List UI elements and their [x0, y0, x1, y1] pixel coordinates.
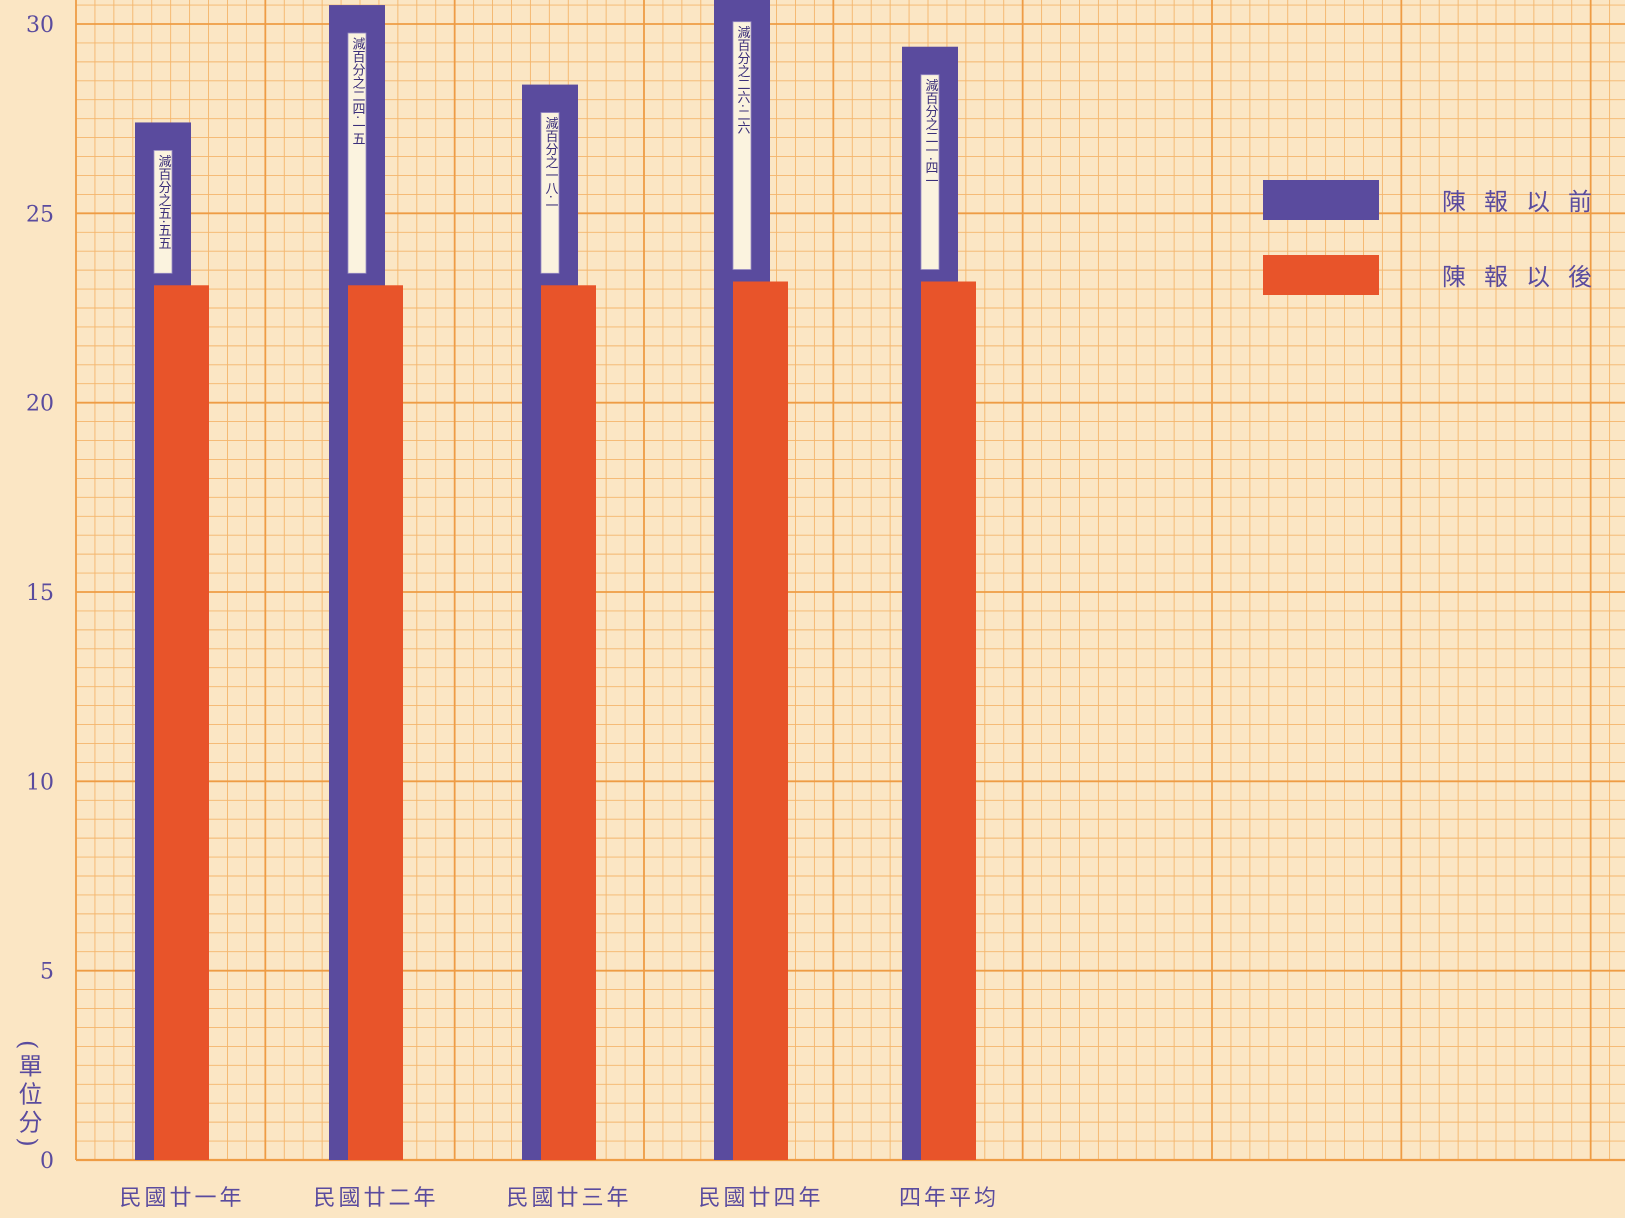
y-tick-label: 15: [26, 581, 54, 606]
y-tick-label: 10: [26, 770, 54, 795]
x-tick-label: 四年平均: [899, 1186, 999, 1211]
bar-after: [921, 281, 976, 1160]
legend-swatch: [1263, 255, 1379, 295]
bar-after: [348, 285, 403, 1160]
bar-annotation: 減百分之二一·四一: [923, 78, 939, 187]
y-tick-label: 0: [40, 1149, 54, 1174]
x-tick-label: 民國廿三年: [506, 1186, 631, 1211]
x-axis-labels: 民國廿一年 民國廿二年 民國廿三年 民國廿四年 四年平均: [119, 1186, 999, 1211]
grid: [75, 0, 1625, 1162]
bar-after: [733, 281, 788, 1160]
bar-annotation: 減百分之二六·二六: [735, 25, 751, 134]
annotation-bg: [540, 112, 560, 274]
legend-swatch: [1263, 180, 1379, 220]
y-axis-label: (單位分): [14, 1040, 42, 1151]
bar-annotation: 減百分之二四·一五: [350, 37, 366, 146]
y-tick-label: 20: [26, 392, 54, 417]
y-axis-ticks: 0 5 10 15 20 25 30: [26, 13, 54, 1174]
legend-label: 陳報以前: [1442, 188, 1610, 216]
y-tick-label: 5: [40, 960, 54, 985]
x-tick-label: 民國廿一年: [119, 1186, 244, 1211]
annotation-bg: [153, 150, 173, 274]
x-tick-label: 民國廿二年: [313, 1186, 438, 1211]
bar-after: [541, 285, 596, 1160]
legend-label: 陳報以後: [1442, 263, 1610, 291]
y-tick-label: 25: [26, 202, 54, 227]
annotation-bg: [732, 21, 752, 270]
x-tick-label: 民國廿四年: [698, 1186, 823, 1211]
annotation-bg: [347, 32, 367, 274]
bar-annotation: 減百分之一八·一: [543, 116, 559, 212]
bar-after: [154, 285, 209, 1160]
bar-annotation: 減百分之五·五五: [156, 154, 172, 250]
annotation-bg: [920, 74, 940, 270]
y-tick-label: 30: [26, 13, 54, 38]
